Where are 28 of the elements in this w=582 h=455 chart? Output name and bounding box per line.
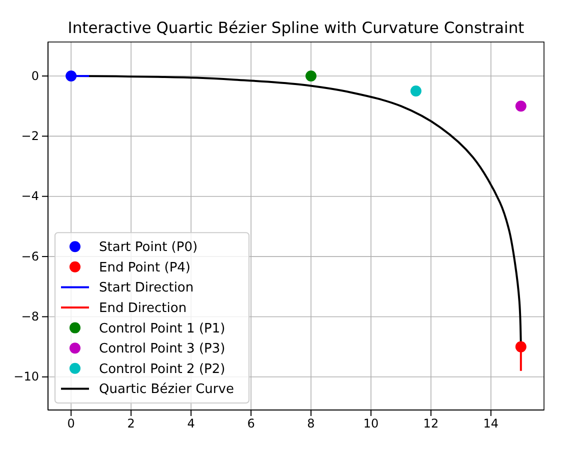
point bbox=[305, 70, 316, 82]
legend-label: Start Direction bbox=[99, 280, 194, 296]
point bbox=[515, 341, 526, 352]
point bbox=[66, 70, 77, 82]
legend-label: Start Point (P0) bbox=[99, 240, 198, 256]
legend-label: End Direction bbox=[99, 301, 187, 316]
legend-label: Quartic Bézier Curve bbox=[99, 382, 234, 398]
y-tick-label: −4 bbox=[21, 189, 39, 204]
y-tick-label: −2 bbox=[21, 129, 39, 144]
x-tick-label: 12 bbox=[423, 416, 439, 431]
point bbox=[410, 86, 422, 97]
legend-label: Control Point 3 (P3) bbox=[99, 342, 226, 357]
x-tick-label: 8 bbox=[307, 416, 315, 431]
y-tick-label: −6 bbox=[21, 249, 39, 264]
legend-label: Control Point 2 (P2) bbox=[99, 362, 226, 377]
legend-label: End Point (P4) bbox=[99, 260, 191, 276]
x-tick-label: 4 bbox=[187, 416, 195, 431]
y-tick-label: 0 bbox=[31, 68, 39, 83]
y-tick-label: −8 bbox=[21, 310, 39, 324]
chart-title: Interactive Quartic Bézier Spline with Curvature Constraint bbox=[68, 19, 524, 37]
x-tick-label: 10 bbox=[363, 416, 379, 431]
x-tick-label: 0 bbox=[67, 416, 75, 431]
point bbox=[515, 100, 526, 112]
x-tick-label: 6 bbox=[247, 416, 255, 431]
x-tick-label: 2 bbox=[127, 416, 135, 431]
x-tick-label: 14 bbox=[483, 416, 499, 431]
legend-label: Control Point 1 (P1) bbox=[99, 321, 226, 336]
y-tick-label: −10 bbox=[14, 370, 39, 384]
